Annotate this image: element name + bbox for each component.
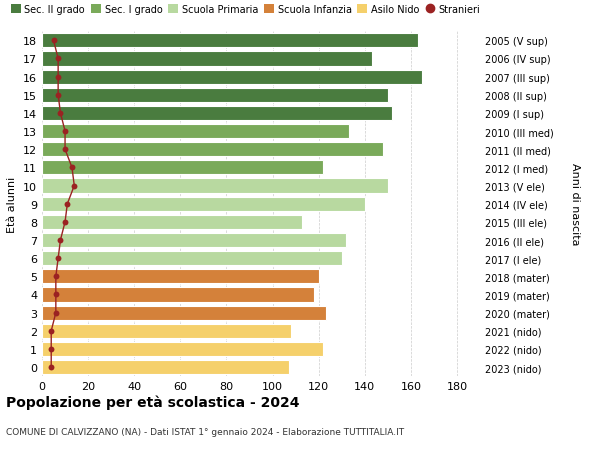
- Point: [51, 291, 61, 298]
- Text: COMUNE DI CALVIZZANO (NA) - Dati ISTAT 1° gennaio 2024 - Elaborazione TUTTITALIA: COMUNE DI CALVIZZANO (NA) - Dati ISTAT 1…: [6, 427, 404, 436]
- Point: [46, 364, 56, 371]
- Bar: [42, 179, 388, 193]
- Point: [60, 146, 70, 154]
- Bar: [42, 360, 289, 375]
- Bar: [42, 52, 371, 67]
- Bar: [42, 70, 422, 84]
- Point: [51, 309, 61, 317]
- Bar: [42, 324, 291, 338]
- Bar: [42, 89, 388, 103]
- Bar: [42, 342, 323, 356]
- Point: [70, 183, 79, 190]
- Bar: [42, 125, 349, 139]
- Point: [60, 218, 70, 226]
- Bar: [42, 34, 418, 48]
- Text: Popolazione per età scolastica - 2024: Popolazione per età scolastica - 2024: [6, 395, 299, 409]
- Y-axis label: Età alunni: Età alunni: [7, 176, 17, 232]
- Point: [51, 273, 61, 280]
- Point: [53, 255, 63, 262]
- Point: [49, 38, 58, 45]
- Y-axis label: Anni di nascita: Anni di nascita: [570, 163, 580, 246]
- Point: [53, 92, 63, 99]
- Point: [60, 128, 70, 135]
- Bar: [42, 161, 323, 175]
- Point: [62, 201, 72, 208]
- Bar: [42, 197, 365, 211]
- Bar: [42, 288, 314, 302]
- Bar: [42, 270, 319, 284]
- Bar: [42, 252, 341, 266]
- Point: [46, 327, 56, 335]
- Legend: Sec. II grado, Sec. I grado, Scuola Primaria, Scuola Infanzia, Asilo Nido, Stran: Sec. II grado, Sec. I grado, Scuola Prim…: [11, 5, 481, 15]
- Bar: [42, 306, 326, 320]
- Point: [67, 164, 77, 172]
- Bar: [42, 234, 346, 247]
- Point: [53, 56, 63, 63]
- Point: [53, 74, 63, 81]
- Point: [46, 346, 56, 353]
- Point: [56, 110, 65, 118]
- Bar: [42, 106, 392, 121]
- Bar: [42, 215, 302, 230]
- Bar: [42, 143, 383, 157]
- Point: [56, 237, 65, 244]
